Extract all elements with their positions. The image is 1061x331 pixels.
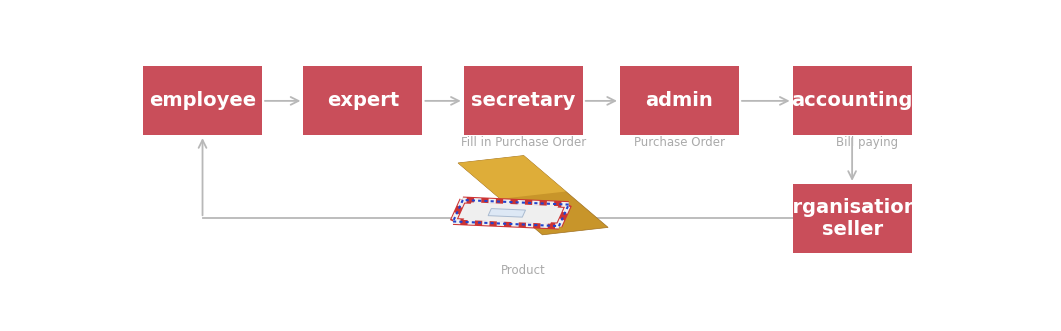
Text: employee: employee (149, 91, 256, 111)
Text: Bill paying: Bill paying (836, 136, 898, 149)
Polygon shape (453, 200, 569, 226)
FancyBboxPatch shape (143, 67, 262, 135)
Text: expert: expert (327, 91, 399, 111)
Text: admin: admin (645, 91, 713, 111)
Text: secretary: secretary (471, 91, 575, 111)
Text: accounting: accounting (792, 91, 912, 111)
Polygon shape (458, 156, 608, 235)
FancyBboxPatch shape (620, 67, 740, 135)
FancyBboxPatch shape (793, 184, 911, 253)
FancyBboxPatch shape (793, 67, 911, 135)
Polygon shape (458, 156, 566, 199)
Text: Product: Product (501, 264, 545, 277)
Text: Fill in Purchase Order: Fill in Purchase Order (460, 136, 586, 149)
FancyBboxPatch shape (303, 67, 422, 135)
FancyBboxPatch shape (464, 67, 582, 135)
Polygon shape (488, 209, 525, 217)
Text: organisation-
seller: organisation- seller (779, 198, 925, 239)
Polygon shape (464, 202, 558, 224)
Text: Purchase Order: Purchase Order (633, 136, 725, 149)
